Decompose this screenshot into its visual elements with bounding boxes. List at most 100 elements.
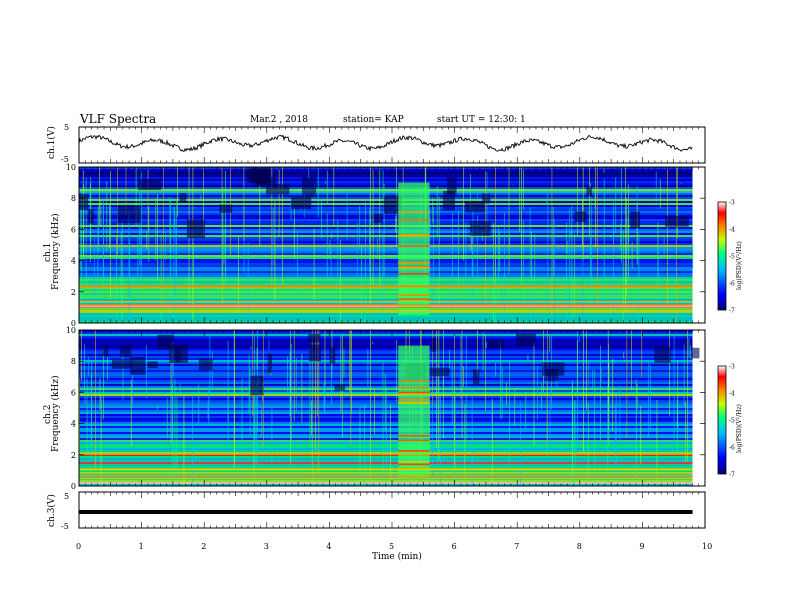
spectrogram-speckle <box>604 179 605 301</box>
spectrogram-quiet-patch <box>516 333 536 346</box>
spectrogram-speckle <box>390 404 391 486</box>
spectrogram-speckle <box>287 356 288 392</box>
low-frequency-line <box>79 469 692 470</box>
spectrogram-band <box>79 464 692 466</box>
ch1-spectrogram-image <box>79 167 693 323</box>
colorbar-tick-label: -5 <box>729 418 735 425</box>
broadband-burst-line <box>398 219 429 221</box>
spectrogram-speckle <box>107 357 108 380</box>
spectrogram-quiet-patch <box>117 205 141 223</box>
spectrogram-quiet-patch <box>473 369 479 384</box>
ch1-ytick-5: 5 <box>64 123 69 132</box>
spectrogram-speckle <box>294 207 295 259</box>
spectrogram-speckle <box>347 191 348 240</box>
frequency-tick-label: 4 <box>71 420 76 429</box>
spectrogram-quiet-patch <box>88 209 94 224</box>
spectrogram-speckle <box>139 185 140 265</box>
spectrogram-speckle <box>628 184 629 278</box>
spectrogram-speckle <box>192 392 193 484</box>
spectrogram-speckle <box>613 222 614 314</box>
spectrogram-speckle <box>175 379 176 470</box>
time-tick-label: 6 <box>452 542 457 551</box>
spectrogram-speckle <box>170 199 171 298</box>
spectrogram-speckle <box>546 199 547 203</box>
spectrogram-quiet-patch <box>130 357 145 375</box>
spectrogram-quiet-patch <box>575 211 587 222</box>
spectrogram-band <box>79 472 692 474</box>
spectrogram-speckle <box>571 231 572 238</box>
spectrogram-speckle <box>473 206 474 297</box>
spectrogram-band <box>79 185 692 187</box>
broadband-burst-line <box>398 399 429 401</box>
ch3-ylabel: ch.3(V) <box>46 494 57 527</box>
spectrogram-speckle <box>636 379 637 478</box>
spectrogram-speckle <box>632 242 633 268</box>
spectrogram-quiet-patch <box>488 340 504 349</box>
low-frequency-line <box>79 477 692 478</box>
spectrogram-speckle <box>486 342 487 348</box>
spectrogram-speckle <box>374 390 375 434</box>
spectrogram-speckle <box>204 388 205 391</box>
frequency-tick-label: 10 <box>66 163 76 172</box>
spectrogram-speckle <box>327 213 328 280</box>
spectrogram-quiet-patch <box>219 205 232 213</box>
spectrogram-band <box>79 462 692 464</box>
spectrogram-speckle <box>325 181 326 184</box>
colorbar-tick-label: -4 <box>729 227 735 234</box>
spectrogram-speckle <box>466 336 467 390</box>
spectrogram-speckle <box>548 189 549 312</box>
spectrogram-speckle <box>588 360 589 385</box>
spectrogram-speckle <box>314 228 315 299</box>
spectrogram-speckle <box>386 388 387 486</box>
spectrogram-speckle <box>184 396 185 486</box>
spectrogram-quiet-patch <box>255 169 267 187</box>
time-tick-label: 9 <box>639 542 644 551</box>
spectrogram-speckle <box>502 369 503 418</box>
spectrogram-band <box>79 175 692 177</box>
spectrogram-speckle <box>620 386 621 443</box>
spectrogram-speckle <box>383 170 384 199</box>
frequency-tick-label: 6 <box>71 388 76 397</box>
spectrogram-speckle <box>621 169 622 262</box>
spectrogram-quiet-patch <box>309 345 321 362</box>
spectrogram-quiet-patch <box>187 220 205 239</box>
time-tick-label: 8 <box>577 542 582 551</box>
spectrogram-quiet-patch <box>443 191 455 210</box>
spectrogram-speckle <box>132 375 133 405</box>
spectrogram-quiet-patch <box>586 186 592 195</box>
spectrogram-speckle <box>528 355 529 361</box>
spectrogram-quiet-patch <box>630 212 640 228</box>
spectrogram-speckle <box>344 349 345 378</box>
time-axis-tick-labels: 0 1 2 3 4 5 6 7 8 9 10 <box>76 542 712 551</box>
spectrogram-speckle <box>660 179 661 208</box>
spectrogram-speckle <box>296 358 297 412</box>
spectrogram-speckle <box>257 348 258 369</box>
spectrogram-speckle <box>492 399 493 486</box>
spectrogram-speckle <box>523 167 524 210</box>
spectrogram-speckle <box>157 405 158 409</box>
spectrogram-band <box>79 311 692 313</box>
broadband-burst-line <box>398 298 429 300</box>
spectrogram-band <box>79 313 692 315</box>
spectrogram-speckle <box>692 245 693 269</box>
spectrogram-speckle <box>616 394 617 476</box>
spectrogram-speckle <box>677 360 678 428</box>
spectrogram-speckle <box>534 234 535 281</box>
spectrogram-speckle <box>321 200 322 238</box>
time-tick-label: 5 <box>389 542 394 551</box>
spectrogram-speckle <box>367 390 368 391</box>
spectrogram-speckle <box>121 233 122 316</box>
spectrogram-quiet-patch <box>120 344 131 356</box>
spectrogram-speckle <box>525 392 526 428</box>
spectrogram-speckle <box>464 404 465 486</box>
ch1-frequency-ylabel: Frequency (kHz) <box>50 213 61 290</box>
frequency-tick-label: 8 <box>71 194 76 203</box>
ch3-voltage-panel: 5 -5 ch.3(V) <box>46 492 705 531</box>
time-tick-label: 3 <box>264 542 269 551</box>
spectrogram-speckle <box>541 383 542 410</box>
broadband-burst-line <box>398 402 429 404</box>
spectrogram-band <box>79 317 692 319</box>
spectrogram-quiet-patch <box>148 361 158 368</box>
spectrogram-quiet-patch <box>470 221 491 236</box>
spectrogram-speckle <box>84 391 85 404</box>
